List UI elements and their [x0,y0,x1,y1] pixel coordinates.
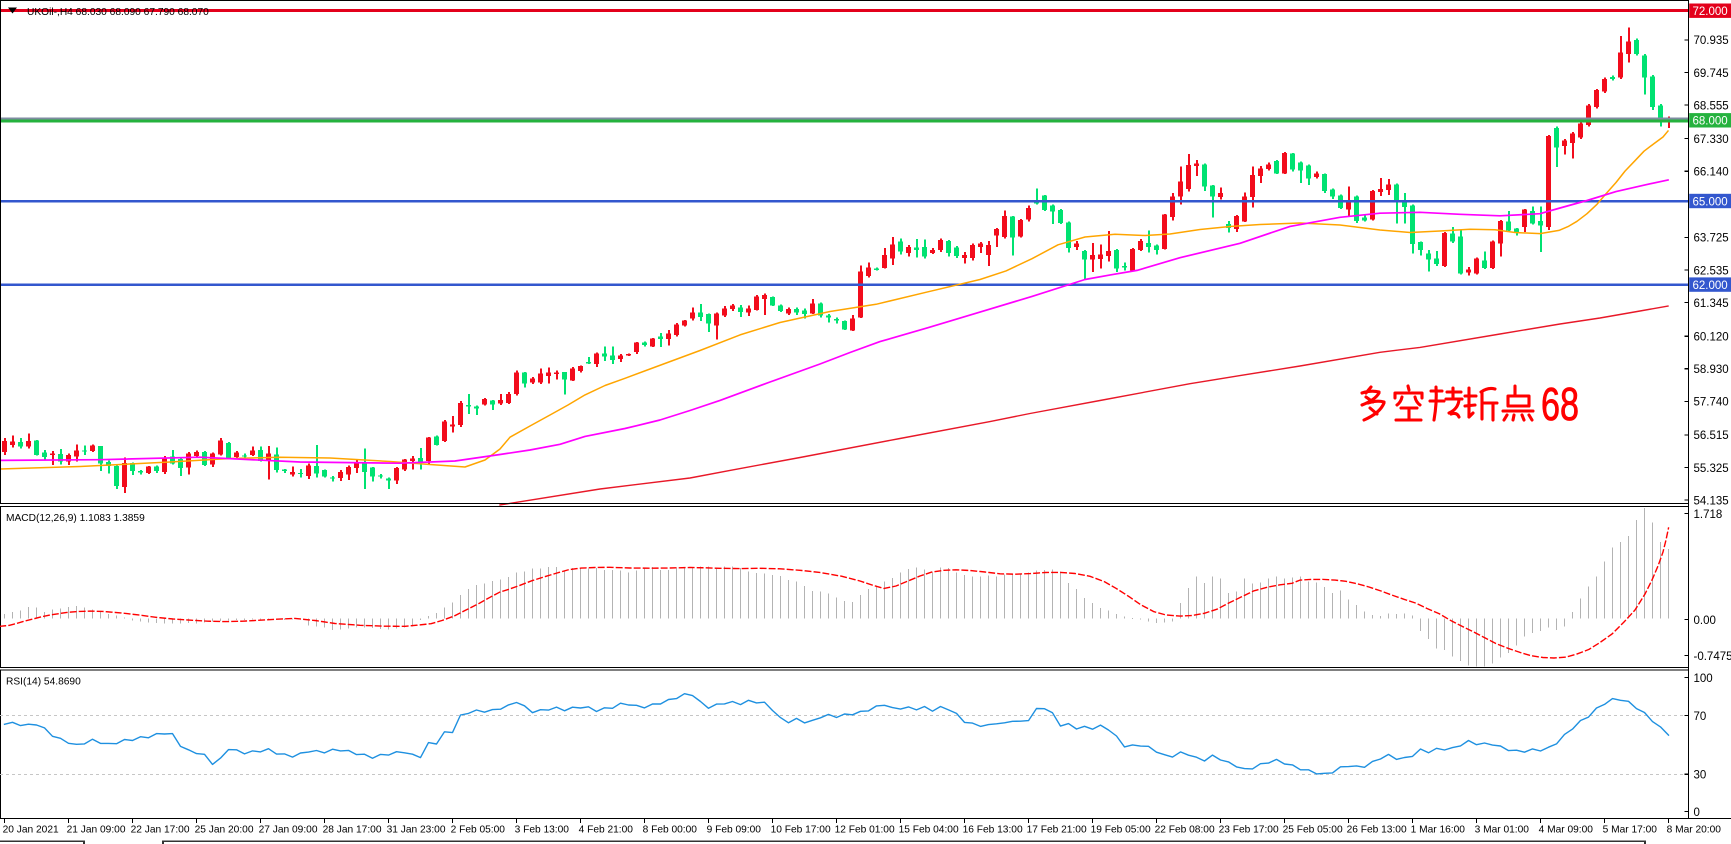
svg-text:60.120: 60.120 [1694,332,1729,344]
svg-text:4 Feb 21:00: 4 Feb 21:00 [579,825,634,836]
svg-text:22 Jan 17:00: 22 Jan 17:00 [131,825,190,836]
svg-text:0: 0 [1694,807,1700,819]
svg-text:58.930: 58.930 [1694,364,1729,376]
svg-text:20 Jan 2021: 20 Jan 2021 [3,825,59,836]
svg-text:19 Feb 05:00: 19 Feb 05:00 [1091,825,1151,836]
svg-text:23 Feb 17:00: 23 Feb 17:00 [1219,825,1279,836]
svg-text:70.935: 70.935 [1694,35,1729,47]
svg-text:54.135: 54.135 [1694,495,1729,507]
svg-text:1 Mar 16:00: 1 Mar 16:00 [1411,825,1466,836]
svg-text:67.330: 67.330 [1694,134,1729,146]
svg-text:68.000: 68.000 [1693,116,1728,128]
svg-text:16 Feb 13:00: 16 Feb 13:00 [963,825,1023,836]
svg-text:3 Feb 13:00: 3 Feb 13:00 [515,825,570,836]
svg-text:63.725: 63.725 [1694,233,1729,245]
svg-text:5 Mar 17:00: 5 Mar 17:00 [1603,825,1658,836]
svg-text:30: 30 [1694,770,1707,782]
svg-text:0.00: 0.00 [1694,615,1716,627]
svg-text:68: 68 [1541,378,1579,430]
svg-text:22 Feb 08:00: 22 Feb 08:00 [1155,825,1215,836]
svg-text:61.345: 61.345 [1694,298,1729,310]
svg-text:1.718: 1.718 [1694,509,1723,521]
svg-text:31 Jan 23:00: 31 Jan 23:00 [387,825,446,836]
svg-text:27 Jan 09:00: 27 Jan 09:00 [259,825,318,836]
svg-text:66.140: 66.140 [1694,167,1729,179]
svg-text:12 Feb 01:00: 12 Feb 01:00 [835,825,895,836]
svg-text:UKOil-,H4 68.030 68.090 67.79: UKOil-,H4 68.030 68.090 67.790 68.070 [27,7,209,18]
svg-text:62.535: 62.535 [1694,265,1729,277]
svg-text:15 Feb 04:00: 15 Feb 04:00 [899,825,959,836]
svg-text:68.555: 68.555 [1694,100,1729,112]
svg-text:55.325: 55.325 [1694,463,1729,475]
svg-text:4 Mar 09:00: 4 Mar 09:00 [1539,825,1594,836]
svg-text:9 Feb 09:00: 9 Feb 09:00 [707,825,762,836]
svg-text:65.000: 65.000 [1693,196,1728,208]
svg-text:25 Jan 20:00: 25 Jan 20:00 [195,825,254,836]
svg-text:8 Feb 00:00: 8 Feb 00:00 [643,825,698,836]
svg-text:3 Mar 01:00: 3 Mar 01:00 [1475,825,1530,836]
svg-text:-0.7475: -0.7475 [1694,651,1731,663]
svg-text:MACD(12,26,9) 1.1083 1.3859: MACD(12,26,9) 1.1083 1.3859 [6,513,145,524]
svg-text:26 Feb 13:00: 26 Feb 13:00 [1347,825,1407,836]
svg-text:62.000: 62.000 [1693,280,1728,292]
svg-text:70: 70 [1694,711,1707,723]
svg-text:57.740: 57.740 [1694,397,1729,409]
svg-text:2 Feb 05:00: 2 Feb 05:00 [451,825,506,836]
svg-text:17 Feb 21:00: 17 Feb 21:00 [1027,825,1087,836]
svg-text:25 Feb 05:00: 25 Feb 05:00 [1283,825,1343,836]
svg-text:56.515: 56.515 [1694,430,1729,442]
svg-text:28 Jan 17:00: 28 Jan 17:00 [323,825,382,836]
svg-text:10 Feb 17:00: 10 Feb 17:00 [771,825,831,836]
svg-text:RSI(14) 54.8690: RSI(14) 54.8690 [6,677,81,688]
svg-text:72.000: 72.000 [1693,6,1728,18]
svg-text:100: 100 [1694,673,1713,685]
svg-text:69.745: 69.745 [1694,68,1729,80]
svg-text:8 Mar 20:00: 8 Mar 20:00 [1667,825,1722,836]
svg-text:21 Jan 09:00: 21 Jan 09:00 [67,825,126,836]
